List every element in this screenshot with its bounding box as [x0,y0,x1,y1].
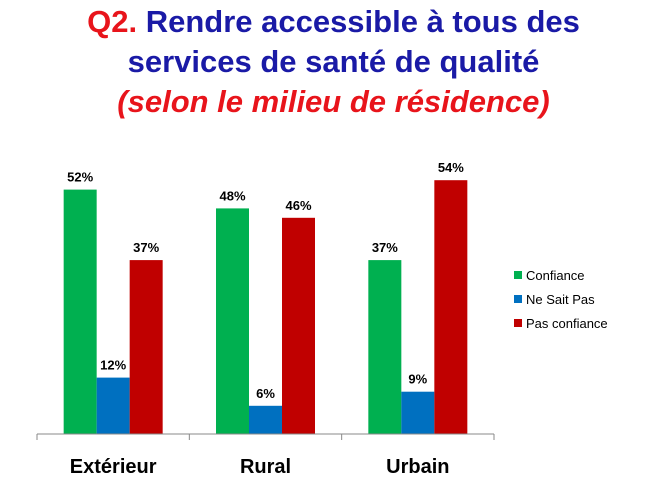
data-label-confiance-2: 37% [372,240,398,255]
bar-pas-confiance-2 [434,180,468,434]
legend-label-ne-sait-pas: Ne Sait Pas [526,292,595,307]
data-label-ne-sait-pas-2: 9% [408,372,427,387]
legend-swatch-ne-sait-pas [514,295,522,303]
bar-pas-confiance-1 [282,217,315,434]
legend-label-pas-confiance: Pas confiance [526,316,608,331]
bar-confiance-0 [63,189,97,434]
bar-ne-sait-pas-2 [401,391,435,434]
legend-label-confiance: Confiance [526,268,585,283]
bar-confiance-2 [368,260,402,434]
bar-confiance-1 [216,208,249,434]
title-line1-text: Rendre accessible à tous des [137,4,580,39]
title-subtitle: (selon le milieu de résidence) [117,84,550,119]
category-label-1: Rural [240,456,291,478]
data-label-pas-confiance-1: 46% [285,198,311,213]
data-label-confiance-1: 48% [219,188,245,203]
title-line-1: Q2. Rendre accessible à tous des [0,2,667,42]
bar-ne-sait-pas-1 [249,405,282,434]
legend-swatch-confiance [514,271,522,279]
title-prefix: Q2. [87,4,138,39]
bar-pas-confiance-0 [129,260,163,434]
data-label-pas-confiance-0: 37% [133,240,159,255]
chart-title: Q2. Rendre accessible à tous des service… [0,2,667,122]
data-label-confiance-0: 52% [67,170,93,185]
bar-ne-sait-pas-0 [96,377,130,434]
title-line-2: services de santé de qualité [127,44,540,79]
data-label-ne-sait-pas-0: 12% [100,358,126,373]
category-label-2: Urbain [386,456,449,478]
legend-swatch-pas-confiance [514,319,522,327]
data-label-pas-confiance-2: 54% [438,160,464,175]
data-label-ne-sait-pas-1: 6% [256,386,275,401]
category-label-0: Extérieur [70,456,157,478]
